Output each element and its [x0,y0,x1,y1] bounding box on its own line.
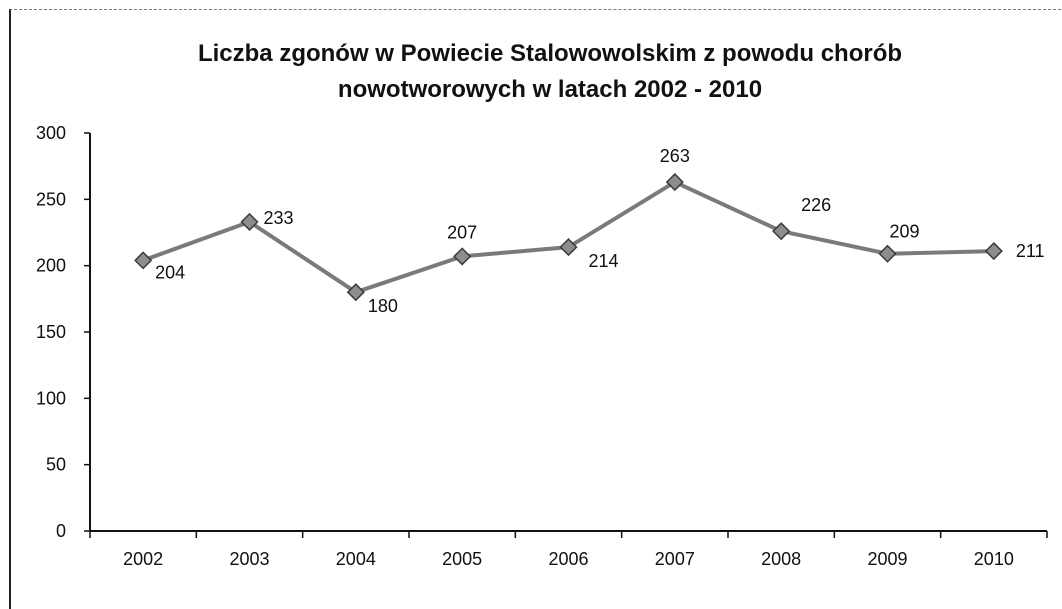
x-tick-label: 2006 [548,549,588,569]
data-label: 263 [660,146,690,166]
data-point-marker [984,242,1003,261]
chart-title: Liczba zgonów w Powiecie Stalowowolskim … [197,40,903,103]
chart-labels: 0 50 100 150 200 250 300 2002 2003 2004 2005 2006 20… [36,123,1045,569]
x-tick-label: 2002 [123,549,163,569]
x-tick-label: 2008 [761,549,801,569]
y-tick-label: 200 [36,256,66,276]
series-line [142,180,994,295]
y-tick-label: 0 [56,521,66,541]
line-chart: 0 50 100 150 200 250 300 2002 2003 2004 2005 2006 20… [36,123,1048,569]
chart-series [134,173,1003,302]
data-point-marker [665,173,684,192]
x-tick-label: 2003 [229,549,269,569]
data-point-marker [453,247,472,266]
x-tick-label: 2004 [336,549,376,569]
data-label: 180 [368,296,398,316]
x-tick-label: 2009 [867,549,907,569]
data-label: 207 [447,222,477,242]
data-label: 233 [264,208,294,228]
data-point-marker [240,212,259,231]
data-point-marker [772,222,791,241]
chart-axes [84,132,1048,538]
x-tick-label: 2005 [442,549,482,569]
y-tick-label: 100 [36,388,66,408]
data-point-marker [134,251,153,270]
data-label: 209 [890,222,920,242]
y-tick-label: 150 [36,322,66,342]
data-point-marker [878,244,897,263]
y-tick-label: 250 [36,189,66,209]
data-label: 226 [801,195,831,215]
chart-frame [9,9,1062,609]
data-label: 204 [155,262,185,282]
y-tick-label: 300 [36,123,66,143]
data-label: 214 [589,251,619,271]
x-tick-label: 2007 [655,549,695,569]
data-point-marker [559,238,578,257]
x-tick-label: 2010 [974,549,1014,569]
data-label: 211 [1016,241,1045,261]
data-point-marker [346,283,365,302]
y-tick-label: 50 [46,455,66,475]
